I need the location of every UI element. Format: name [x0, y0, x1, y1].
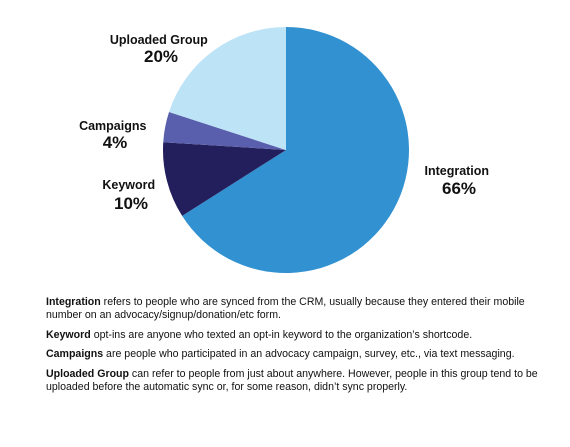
note-keyword: Keyword opt-ins are anyone who texted an… — [46, 329, 546, 342]
note-campaigns-term: Campaigns — [46, 348, 104, 361]
pie-slice-uploaded-group — [169, 27, 286, 150]
label-uploaded-group-name: Uploaded Group — [110, 33, 208, 47]
label-campaigns-name: Campaigns — [79, 119, 146, 133]
label-keyword-name: Keyword — [102, 178, 155, 192]
note-keyword-text: opt-ins are anyone who texted an opt-in … — [90, 328, 473, 341]
label-uploaded-group: Uploaded Group 20% — [110, 31, 212, 66]
label-campaigns: Campaigns 4% — [79, 117, 151, 152]
label-uploaded-group-pct: 20% — [144, 47, 178, 66]
pie-chart: Uploaded Group 20% Campaigns 4% Keyword … — [79, 26, 493, 273]
label-keyword-pct: 10% — [114, 194, 148, 213]
label-campaigns-pct: 4% — [103, 133, 128, 152]
note-uploaded-group-text: can refer to people from just about anyw… — [46, 367, 538, 394]
label-integration: Integration 66% — [424, 162, 493, 198]
label-keyword: Keyword 10% — [102, 176, 159, 213]
label-integration-pct: 66% — [442, 179, 476, 198]
label-integration-name: Integration — [424, 164, 489, 178]
note-integration-text: refers to people who are synced from the… — [46, 296, 525, 322]
note-campaigns-text: are people who participated in an advoca… — [103, 348, 515, 361]
pie-slice-integration — [182, 26, 410, 273]
pie-slice-campaigns — [163, 111, 286, 150]
notes-list: Integration refers to people who are syn… — [46, 296, 546, 400]
note-integration: Integration refers to people who are syn… — [46, 296, 546, 323]
note-campaigns: Campaigns are people who participated in… — [46, 348, 546, 361]
note-keyword-term: Keyword — [46, 328, 91, 341]
pie-slice-keyword — [162, 142, 286, 216]
note-uploaded-group: Uploaded Group can refer to people from … — [46, 368, 546, 395]
note-integration-term: Integration — [46, 296, 101, 308]
note-uploaded-group-term: Uploaded Group — [46, 367, 129, 380]
